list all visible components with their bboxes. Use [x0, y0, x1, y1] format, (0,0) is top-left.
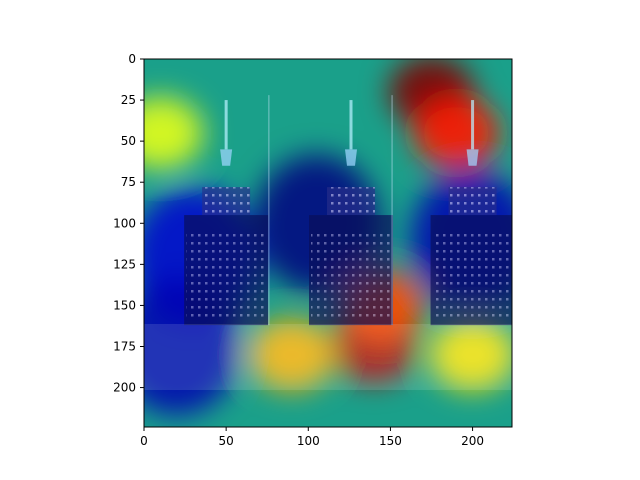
- y-tick-label: 25: [121, 93, 136, 107]
- y-tick-label: 75: [121, 175, 136, 189]
- building: [184, 100, 269, 326]
- plot-area: [144, 59, 512, 427]
- reflection-band: [144, 324, 512, 390]
- building: [430, 100, 512, 326]
- x-tick-label: 50: [219, 434, 234, 448]
- underlying-image: [184, 95, 512, 326]
- x-tick-label: 150: [379, 434, 402, 448]
- y-tick-label: 0: [128, 52, 136, 66]
- y-tick-label: 200: [113, 381, 136, 395]
- hotspot: [249, 318, 335, 391]
- y-tick-label: 150: [113, 298, 136, 312]
- hotspot: [144, 96, 204, 170]
- x-tick-label: 200: [461, 434, 484, 448]
- y-tick-label: 100: [113, 216, 136, 230]
- y-tick-label: 175: [113, 340, 136, 354]
- y-tick-label: 125: [113, 257, 136, 271]
- building: [309, 100, 393, 326]
- x-axis: 0 50 100 150 200: [140, 427, 484, 448]
- hotspot: [413, 96, 499, 170]
- x-tick-label: 0: [140, 434, 148, 448]
- hotspot: [429, 318, 512, 391]
- y-axis: 0 25 50 75 100 125 150 175 200: [113, 52, 144, 395]
- plot-frame: [143, 58, 513, 428]
- y-tick-label: 50: [121, 134, 136, 148]
- x-tick-label: 100: [297, 434, 320, 448]
